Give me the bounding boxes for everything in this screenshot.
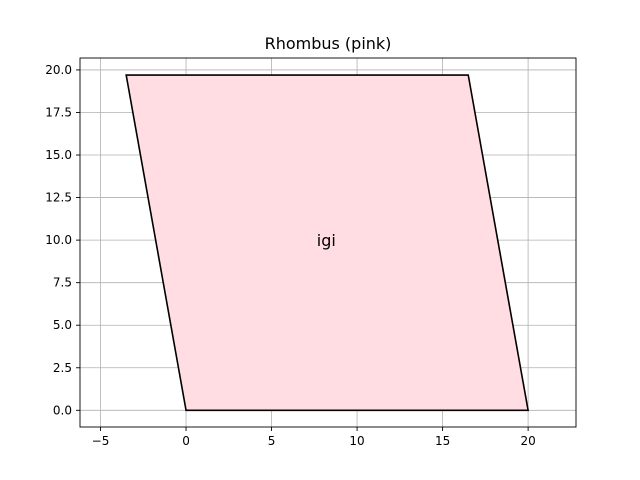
y-tick-label: 17.5 [45, 105, 72, 119]
shape-layer [125, 74, 530, 412]
y-tick-label: 0.0 [53, 403, 72, 417]
y-tick-label: 15.0 [45, 148, 72, 162]
x-tick-label: 0 [182, 434, 190, 448]
shape-annotation: igi [317, 231, 336, 250]
axes-frame [79, 57, 577, 428]
x-tick-label: −5 [92, 434, 110, 448]
annotation-layer: igi [317, 231, 336, 250]
y-tick-label: 12.5 [45, 191, 72, 205]
x-tick-label: 20 [520, 434, 535, 448]
y-tick-label: 20.0 [45, 63, 72, 77]
chart-title: Rhombus (pink) [265, 34, 392, 53]
rhombus-shape [125, 74, 530, 412]
axes-layer: −5 0 5 10 15 20 0.0 2.5 5.0 7.5 10.0 12.5 15.0 17.5 20… [45, 57, 577, 448]
y-tick-label: 7.5 [53, 276, 72, 290]
y-tick-label: 10.0 [45, 233, 72, 247]
y-tick-label: 5.0 [53, 318, 72, 332]
x-tick-label: 10 [349, 434, 364, 448]
x-tick-label: 15 [435, 434, 450, 448]
y-tick-label: 2.5 [53, 361, 72, 375]
x-tick-label: 5 [268, 434, 276, 448]
